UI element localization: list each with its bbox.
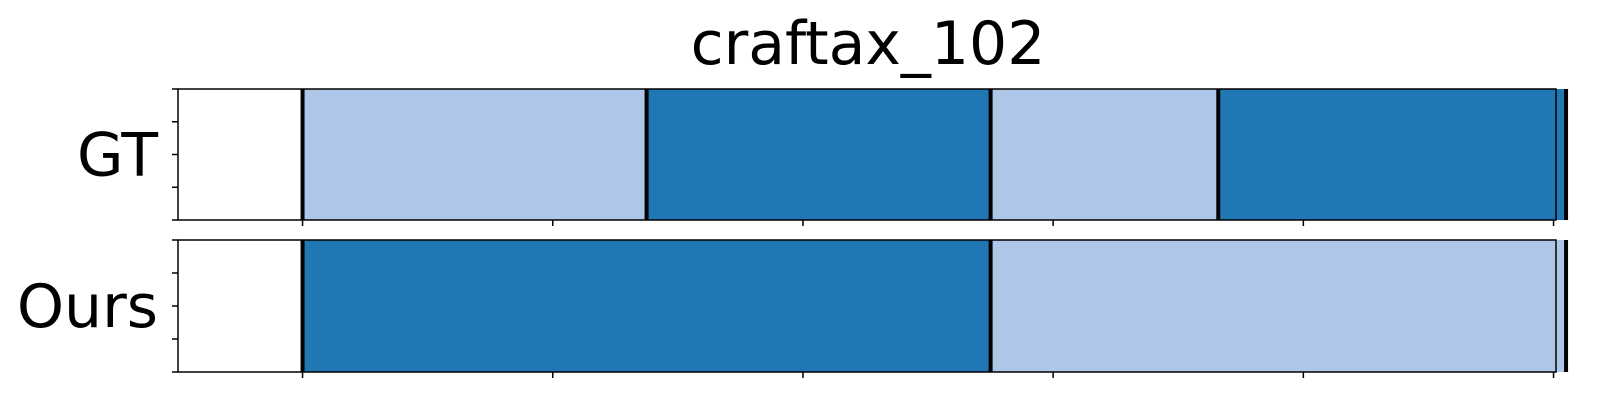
segment-bar bbox=[302, 240, 991, 372]
row-label: Ours bbox=[17, 272, 158, 342]
row-label: GT bbox=[77, 121, 158, 191]
segment-bar bbox=[1218, 89, 1567, 220]
panel-gt: GT bbox=[77, 88, 1569, 226]
panel-ours: Ours bbox=[17, 239, 1569, 378]
chart-title: craftax_102 bbox=[691, 9, 1046, 79]
segment-bar bbox=[302, 89, 647, 220]
segment-bar bbox=[990, 240, 1567, 372]
segment-bar bbox=[646, 89, 991, 220]
segment-bar bbox=[990, 89, 1219, 220]
